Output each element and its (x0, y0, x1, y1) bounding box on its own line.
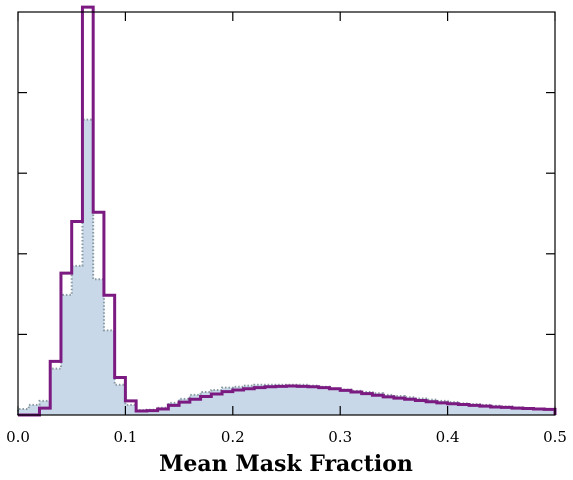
series-1-bar (372, 393, 384, 415)
series-1-bar (522, 408, 534, 415)
x-tick-label: 0.4 (436, 428, 460, 446)
series-1-bar (533, 408, 545, 415)
series-1-bar (146, 409, 159, 415)
series-1-bar (501, 406, 513, 415)
x-axis-label: Mean Mask Fraction (159, 451, 413, 477)
series-1-bar (232, 386, 244, 415)
series-1-bar (200, 392, 212, 415)
series-1-bar (222, 387, 234, 415)
series-1-bar (404, 397, 416, 415)
series-1-bar (179, 398, 191, 415)
series-1-bar (350, 390, 363, 415)
series-1-bar (243, 385, 255, 415)
x-tick-label: 0.1 (113, 428, 137, 446)
series-1-bar (415, 398, 427, 415)
series-1-bar (71, 265, 83, 415)
series-1-bar (307, 385, 320, 415)
series-1 (17, 118, 556, 415)
series-2-step-line (18, 5, 557, 417)
series-1-bar (60, 294, 73, 415)
series-1-bar (18, 408, 30, 415)
series-1-bar (426, 399, 438, 415)
x-tick-label: 0.3 (328, 428, 352, 446)
series-1-bar (28, 404, 40, 415)
x-tick-label: 0.2 (221, 428, 245, 446)
series-1-bar (340, 389, 352, 415)
series-1-bar (157, 407, 169, 415)
ticks-layer (17, 12, 556, 415)
series-1-bar (490, 405, 502, 415)
series-1-bar (168, 402, 180, 415)
x-tick-label: 0.0 (6, 428, 30, 446)
series-1-bar (469, 404, 481, 415)
tick-label-layer: 0.0 0.1 0.2 0.3 0.4 0.5 (6, 428, 567, 446)
x-tick-label: 0.5 (543, 428, 567, 446)
series-1-bar (383, 394, 395, 415)
series-1-bar (136, 410, 148, 415)
series-1-bar (82, 119, 94, 415)
series-layer (17, 5, 557, 417)
series-1-bar (286, 384, 298, 415)
series-1-bar (93, 279, 105, 415)
series-1-bar (254, 384, 266, 415)
series-1-bar (211, 390, 223, 415)
series-1-bar (275, 384, 287, 415)
series-1-bar (479, 404, 491, 415)
plot-frame (17, 11, 556, 416)
series-1-bar (458, 403, 470, 415)
series-1-bar (103, 330, 116, 415)
series-1-bar (189, 394, 201, 415)
series-1-bar (393, 396, 406, 415)
series-1-bar (125, 404, 137, 415)
series-2 (18, 5, 557, 417)
series-1-bar (318, 386, 330, 415)
series-1-bar (512, 407, 524, 415)
series-1-bar (265, 384, 277, 415)
series-1-bar (329, 388, 341, 415)
series-1-bar (297, 384, 309, 415)
series-1-bar (436, 400, 448, 415)
series-1-bar (361, 392, 373, 415)
series-1-bar (447, 402, 459, 415)
series-1-bar (114, 384, 126, 415)
series-1-bar (50, 368, 62, 415)
series-1-bar (544, 409, 556, 415)
